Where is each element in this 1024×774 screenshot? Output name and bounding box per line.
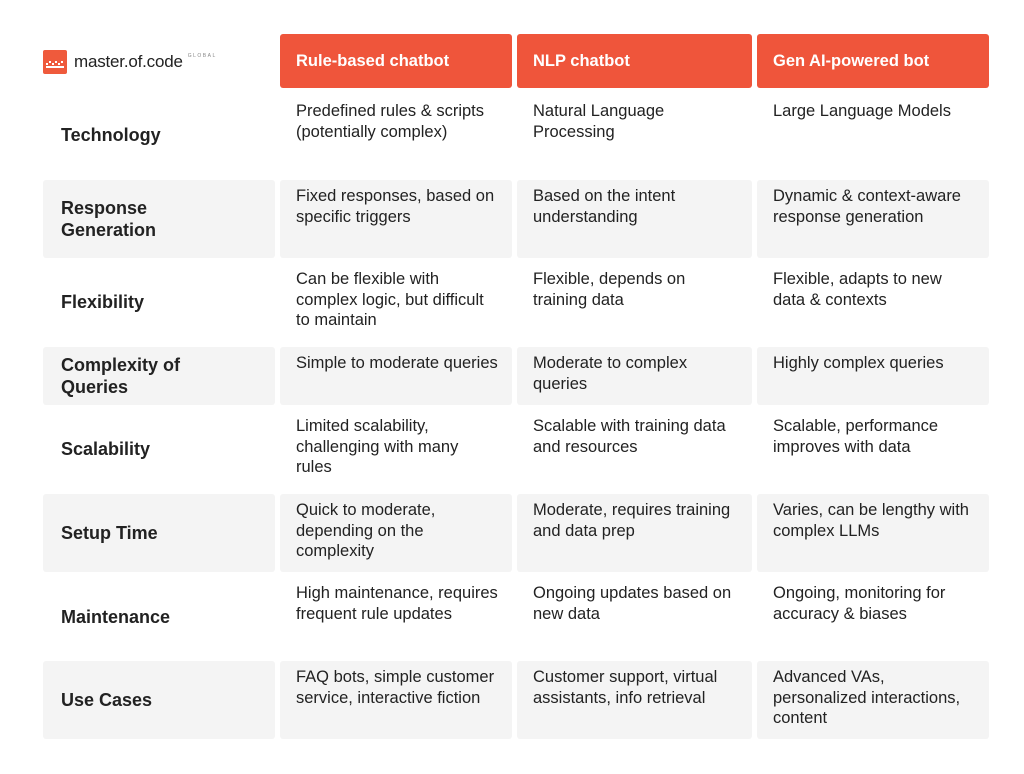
cell-gen-ai: Large Language Models bbox=[773, 102, 951, 120]
table-row: Maintenance High maintenance, requires f… bbox=[43, 577, 989, 656]
row-label: Maintenance bbox=[61, 606, 171, 627]
table-row: Setup Time Quick to moderate, depending … bbox=[43, 494, 989, 572]
table-row: Flexibility Can be flexible with complex… bbox=[43, 263, 989, 341]
cell-rule-based: High maintenance, requires frequent rule… bbox=[296, 584, 498, 623]
cell-gen-ai: Advanced VAs, personalized interactions,… bbox=[757, 661, 989, 739]
table-row: Technology Predefined rules & scripts (p… bbox=[43, 95, 989, 174]
cell-gen-ai: Scalable, performance improves with data bbox=[773, 417, 939, 456]
table-row: Use Cases FAQ bots, simple customer serv… bbox=[43, 661, 989, 739]
cell-rule-based: Fixed responses, based on specific trigg… bbox=[280, 180, 512, 258]
cell-gen-ai: Highly complex queries bbox=[757, 347, 989, 405]
column-header-rule-based: Rule-based chatbot bbox=[280, 34, 512, 88]
cell-rule-based: Simple to moderate queries bbox=[280, 347, 512, 405]
cell-nlp: Flexible, depends on training data bbox=[533, 270, 686, 309]
cell-nlp: Customer support, virtual assistants, in… bbox=[517, 661, 752, 739]
row-label: Flexibility bbox=[61, 292, 145, 312]
logo-wordmark: master.of.code bbox=[74, 52, 183, 71]
cell-nlp: Natural Language Processing bbox=[533, 102, 665, 141]
cell-gen-ai: Flexible, adapts to new data & contexts bbox=[773, 270, 942, 309]
cell-nlp: Based on the intent understanding bbox=[517, 180, 752, 258]
table-row: Response Generation Fixed responses, bas… bbox=[43, 180, 989, 258]
cell-gen-ai: Varies, can be lengthy with complex LLMs bbox=[757, 494, 989, 572]
cell-rule-based: Limited scalability, challenging with ma… bbox=[296, 417, 459, 476]
table-row: Scalability Limited scalability, challen… bbox=[43, 410, 989, 488]
row-label: Response Generation bbox=[43, 180, 275, 258]
cell-rule-based: Can be flexible with complex logic, but … bbox=[296, 270, 484, 329]
cell-rule-based: Quick to moderate, depending on the comp… bbox=[280, 494, 512, 572]
cell-nlp: Moderate to complex queries bbox=[517, 347, 752, 405]
cell-nlp: Scalable with training data and resource… bbox=[533, 417, 726, 456]
column-header-nlp: NLP chatbot bbox=[517, 34, 752, 88]
row-label: Use Cases bbox=[43, 661, 275, 739]
table-row: Complexity of Queries Simple to moderate… bbox=[43, 347, 989, 405]
cell-rule-based: Predefined rules & scripts (potentially … bbox=[296, 102, 485, 141]
cell-rule-based: FAQ bots, simple customer service, inter… bbox=[280, 661, 512, 739]
cell-nlp: Moderate, requires training and data pre… bbox=[517, 494, 752, 572]
logo-subtitle: GLOBAL bbox=[187, 53, 217, 59]
row-label: Complexity of Queries bbox=[43, 347, 275, 405]
row-label: Setup Time bbox=[43, 494, 275, 572]
row-label: Technology bbox=[61, 124, 161, 145]
row-label: Scalability bbox=[61, 439, 151, 459]
logo-mark-icon bbox=[43, 50, 67, 74]
logo: master.of.code GLOBAL bbox=[43, 49, 217, 75]
cell-nlp: Ongoing updates based on new data bbox=[533, 584, 732, 623]
column-header-gen-ai: Gen AI-powered bot bbox=[757, 34, 989, 88]
cell-gen-ai: Dynamic & context-aware response generat… bbox=[757, 180, 989, 258]
cell-gen-ai: Ongoing, monitoring for accuracy & biase… bbox=[773, 584, 946, 623]
